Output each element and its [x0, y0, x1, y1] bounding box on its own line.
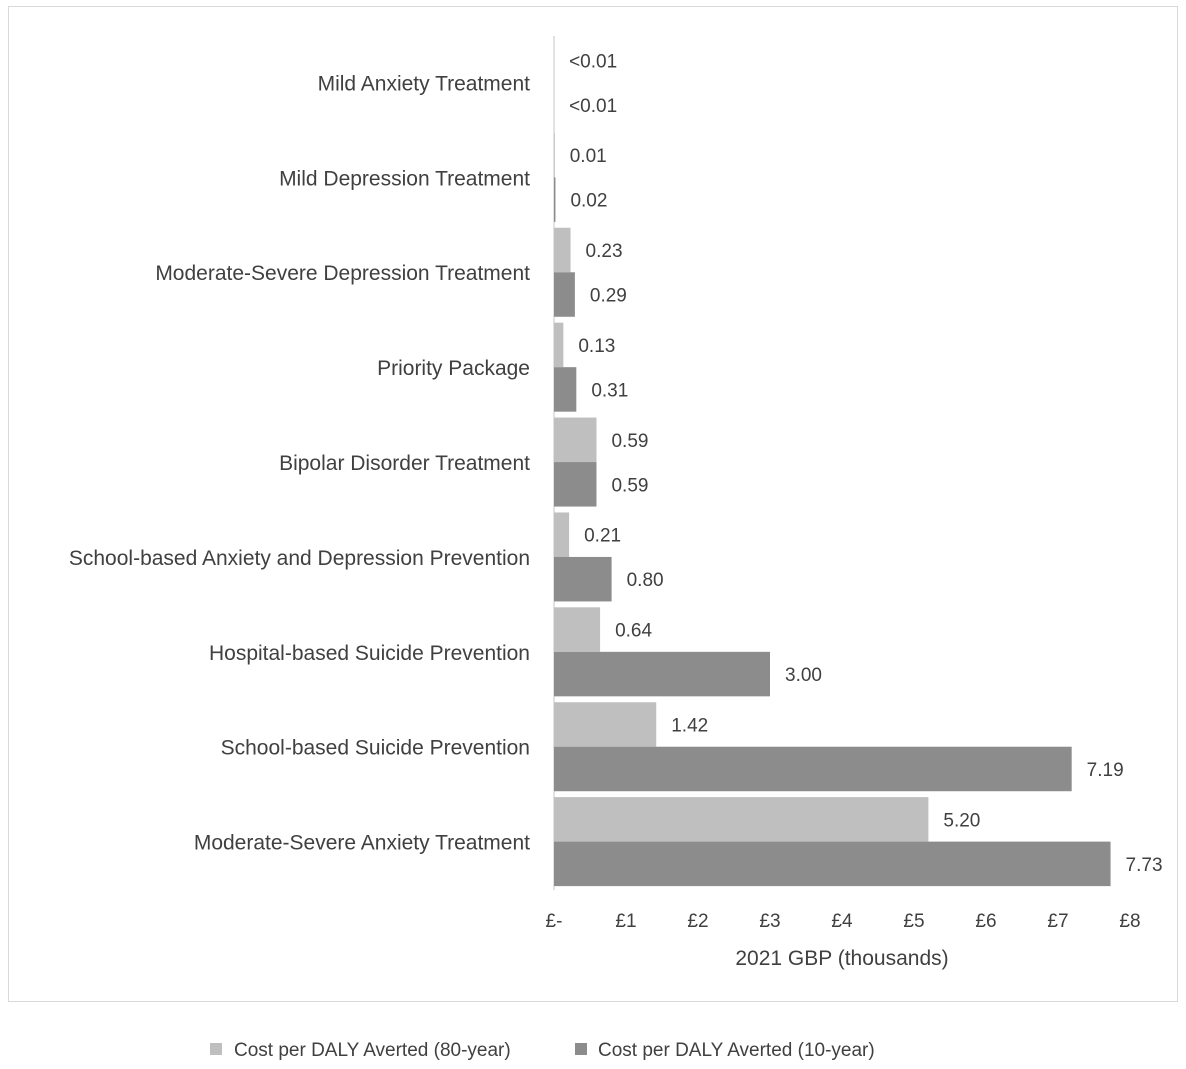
data-label: 0.64: [615, 621, 652, 642]
category-label: Moderate-Severe Anxiety Treatment: [194, 832, 530, 855]
bar-80-year: [554, 132, 555, 178]
data-label: 0.21: [584, 526, 621, 547]
x-tick-label: £-: [546, 911, 563, 932]
bar-80-year: [554, 797, 929, 842]
data-label: <0.01: [569, 51, 617, 72]
legend-swatch-10-year: [575, 1043, 587, 1055]
data-label: 0.01: [570, 146, 607, 167]
category-label: School-based Suicide Prevention: [221, 737, 530, 760]
data-label: 0.31: [591, 380, 628, 401]
data-label: 0.29: [590, 286, 627, 307]
data-label: 0.59: [611, 431, 648, 452]
bar-80-year: [554, 322, 564, 368]
x-tick-label: £6: [975, 911, 996, 932]
bar-10-year: [554, 367, 577, 412]
x-tick-label: £5: [903, 911, 924, 932]
bar-10-year: [554, 556, 612, 602]
bar-10-year: [554, 651, 770, 697]
x-tick-label: £4: [831, 911, 853, 932]
bar-10-year: [554, 462, 597, 507]
data-label: 5.20: [943, 810, 980, 831]
data-label: 7.73: [1126, 855, 1163, 876]
data-label: 1.42: [671, 715, 708, 736]
legend-label-80-year: Cost per DALY Averted (80-year): [234, 1040, 511, 1061]
data-label: 0.02: [570, 191, 607, 212]
data-label: 0.80: [627, 570, 664, 591]
bar-10-year: [554, 272, 575, 317]
x-tick-label: £8: [1119, 911, 1140, 932]
x-axis-title: 2021 GBP (thousands): [735, 947, 948, 970]
x-tick-label: £2: [687, 911, 708, 932]
data-label: 0.13: [578, 336, 615, 357]
bar-10-year: [554, 177, 556, 222]
bar-80-year: [554, 417, 597, 463]
category-label: Moderate-Severe Depression Treatment: [155, 262, 530, 285]
data-label: 7.19: [1087, 760, 1124, 781]
data-label: <0.01: [569, 96, 617, 117]
category-label: School-based Anxiety and Depression Prev…: [69, 547, 530, 570]
bar-10-year: [554, 746, 1072, 792]
bar-80-year: [554, 607, 601, 652]
x-tick-label: £3: [759, 911, 780, 932]
category-label: Mild Depression Treatment: [279, 167, 530, 190]
data-label: 3.00: [785, 665, 822, 686]
legend-swatch-80-year: [210, 1043, 222, 1055]
category-label: Priority Package: [377, 357, 530, 380]
x-tick-label: £1: [615, 911, 636, 932]
legend-label-10-year: Cost per DALY Averted (10-year): [598, 1040, 875, 1061]
bar-80-year: [554, 512, 570, 557]
x-tick-label: £7: [1047, 911, 1068, 932]
chart-frame: [8, 6, 1178, 1002]
bar-80-year: [554, 227, 571, 273]
bar-10-year: [554, 841, 1111, 887]
data-label: 0.59: [611, 475, 648, 496]
category-label: Mild Anxiety Treatment: [318, 72, 531, 95]
category-label: Bipolar Disorder Treatment: [279, 452, 530, 475]
data-label: 0.23: [586, 241, 623, 262]
category-label: Hospital-based Suicide Prevention: [209, 642, 530, 665]
bar-80-year: [554, 702, 657, 747]
